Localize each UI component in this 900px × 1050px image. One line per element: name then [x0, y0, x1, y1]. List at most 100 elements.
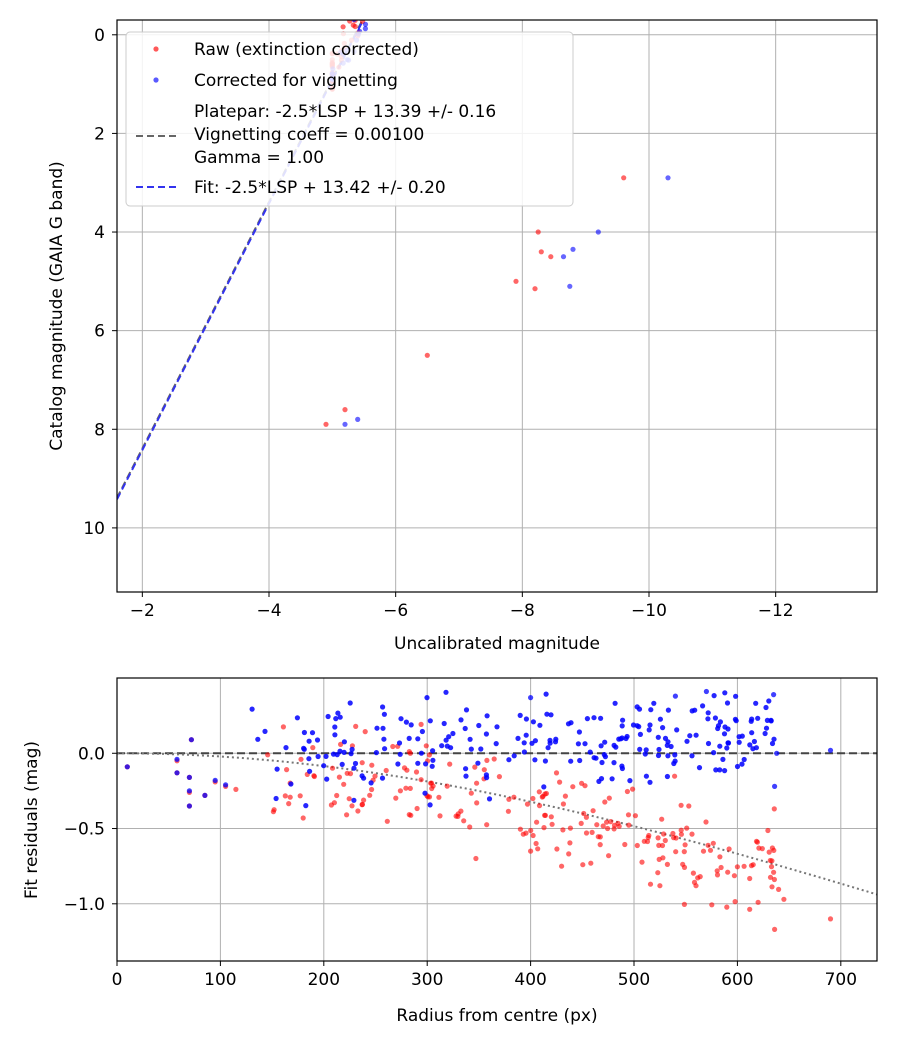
residual-point [475, 760, 481, 766]
residual-point [380, 704, 386, 710]
residual-point [578, 820, 584, 827]
residual-point [693, 732, 699, 738]
residual-point [636, 724, 642, 730]
residual-point [491, 756, 497, 762]
residual-point [536, 803, 543, 809]
residual-point [722, 690, 728, 696]
residual-point [639, 859, 645, 865]
residual-point [583, 814, 590, 820]
residual-point [611, 760, 617, 766]
residual-point [601, 752, 607, 758]
bottom-raw-points [124, 721, 834, 933]
residual-point [609, 776, 615, 782]
residual-point [212, 777, 218, 784]
residual-point [705, 842, 711, 848]
residual-point [346, 796, 352, 802]
residual-point [771, 692, 777, 698]
residual-point [255, 736, 261, 742]
residual-point [186, 788, 192, 794]
residual-point [483, 772, 489, 778]
residual-point [741, 756, 747, 763]
residual-point [368, 780, 374, 786]
residual-point [406, 735, 412, 742]
residual-point [359, 802, 365, 808]
residual-point [413, 769, 420, 775]
residual-point [287, 794, 293, 800]
residual-point [443, 737, 449, 743]
residual-point [664, 773, 671, 780]
residual-point [529, 740, 535, 746]
residual-point [542, 812, 548, 818]
residual-point [273, 795, 279, 802]
residual-point [700, 848, 707, 854]
residual-point [705, 740, 712, 747]
residual-point [656, 856, 662, 863]
residual-point [324, 776, 330, 782]
residual-point [566, 851, 572, 857]
residual-point [325, 713, 331, 720]
residual-point [565, 721, 572, 727]
residual-point [608, 819, 614, 825]
residual-point [689, 753, 695, 759]
residual-point [428, 780, 435, 786]
residual-point [722, 768, 728, 774]
residual-point [692, 707, 698, 713]
residual-point [515, 735, 521, 742]
residual-point [429, 763, 435, 769]
top-x-tick-label: −12 [758, 601, 794, 621]
bottom-y-ticks: 0.0 −0.5 −1.0 [64, 744, 117, 915]
residual-point [415, 736, 421, 742]
residual-point [372, 773, 378, 779]
residual-point [766, 698, 772, 704]
residual-point [474, 780, 480, 786]
residual-point [369, 786, 375, 793]
top-fit-lines [117, 20, 365, 500]
residual-point [662, 837, 668, 844]
residual-point [684, 738, 690, 744]
residual-point [619, 723, 625, 729]
residual-point [655, 835, 661, 841]
residual-point [524, 801, 531, 807]
residual-point [528, 848, 534, 854]
data-point [355, 416, 361, 422]
residual-point [335, 710, 341, 716]
residual-point [415, 760, 421, 766]
residual-point [283, 745, 289, 751]
residual-point [671, 760, 677, 767]
residual-point [455, 811, 461, 817]
residual-point [711, 750, 717, 756]
residual-point [627, 778, 633, 784]
residual-point [124, 764, 130, 770]
bottom-corrected-points [124, 688, 834, 809]
residual-point [733, 693, 739, 699]
residual-point [641, 838, 647, 844]
residual-point [517, 712, 523, 719]
residual-point [560, 827, 566, 833]
residual-point [630, 786, 636, 792]
top-axes-frame [116, 19, 878, 593]
residual-point [332, 724, 338, 730]
residual-point [733, 718, 739, 724]
residual-point [329, 765, 336, 771]
residual-point [753, 700, 759, 706]
residual-point [588, 860, 594, 866]
residual-point [643, 773, 650, 779]
residual-point [426, 794, 433, 800]
residual-point [467, 736, 473, 742]
residual-point [619, 735, 625, 741]
residual-point [359, 760, 365, 766]
residual-point [341, 739, 347, 745]
residual-point [548, 814, 554, 820]
residual-point [393, 795, 399, 801]
residual-point [602, 739, 608, 745]
legend-label-corrected: Corrected for vignetting [194, 71, 398, 91]
residual-point [468, 746, 474, 752]
residual-point [362, 729, 368, 735]
residual-point [505, 808, 511, 814]
residual-point [626, 822, 632, 828]
residual-point [458, 717, 464, 723]
residual-point [174, 770, 180, 776]
residual-point [543, 691, 549, 697]
residual-point [632, 813, 639, 819]
residual-point [426, 752, 432, 758]
